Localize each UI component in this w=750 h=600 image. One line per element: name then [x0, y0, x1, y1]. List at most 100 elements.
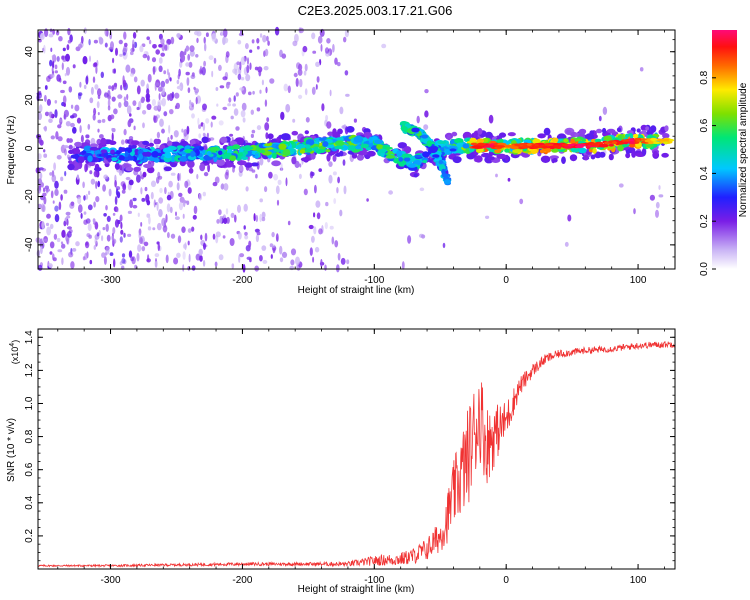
noise-speck	[336, 187, 339, 194]
ridge-mark	[179, 155, 188, 162]
noise-speck	[157, 242, 160, 252]
ridge-mark	[504, 148, 510, 153]
noise-speck	[62, 47, 66, 52]
noise-speck	[146, 199, 151, 206]
noise-speck	[311, 32, 316, 40]
x-tick-label: 0	[503, 275, 509, 286]
noise-speck	[193, 86, 196, 90]
ridge-mark	[624, 133, 630, 138]
noise-speck	[147, 73, 152, 83]
ridge-mark	[379, 148, 387, 154]
noise-speck	[123, 100, 129, 108]
noise-speck	[102, 184, 106, 192]
noise-speck	[564, 241, 569, 247]
ridge-halo	[179, 160, 186, 167]
noise-speck	[218, 209, 222, 216]
noise-speck	[97, 180, 101, 188]
noise-speck	[170, 233, 176, 239]
noise-speck	[107, 105, 111, 111]
noise-speck	[303, 70, 307, 76]
noise-speck	[229, 133, 234, 137]
noise-speck	[46, 226, 51, 236]
noise-speck	[62, 95, 67, 104]
ridge-mark	[371, 136, 378, 141]
noise-speck	[315, 61, 320, 67]
noise-speck	[103, 92, 109, 98]
noise-speck	[181, 128, 184, 133]
ridge-core	[567, 143, 575, 147]
noise-speck	[92, 113, 96, 121]
ridge-mark	[385, 155, 396, 159]
noise-speck	[242, 117, 246, 123]
noise-speck	[262, 259, 268, 264]
ridge-halo	[451, 131, 458, 137]
ridge-halo	[327, 131, 334, 137]
noise-speck	[254, 228, 260, 233]
ridge-halo	[583, 154, 589, 161]
noise-speck	[45, 222, 50, 227]
noise-speck	[152, 227, 156, 231]
ridge-halo	[625, 152, 631, 159]
ridge-core	[553, 142, 560, 146]
noise-speck	[89, 55, 91, 62]
noise-speck	[150, 191, 154, 200]
noise-speck	[344, 70, 349, 76]
noise-speck	[242, 263, 246, 273]
noise-speck	[127, 119, 132, 128]
noise-speck	[54, 205, 59, 212]
ridge-mark	[282, 148, 291, 156]
noise-speck	[319, 28, 325, 37]
ridge-halo	[125, 166, 134, 172]
noise-speck	[182, 264, 185, 272]
noise-speck	[147, 55, 150, 61]
x-tick-label: 100	[630, 575, 647, 586]
noise-speck	[326, 121, 332, 129]
noise-speck	[38, 104, 43, 113]
noise-speck	[158, 197, 164, 204]
noise-speck	[229, 238, 235, 246]
ridge-halo	[237, 160, 247, 166]
ridge-halo	[366, 150, 376, 157]
noise-speck	[164, 187, 167, 195]
noise-speck	[224, 171, 229, 180]
noise-speck	[54, 180, 59, 189]
ridge-mark	[318, 137, 328, 141]
noise-speck	[248, 240, 252, 248]
noise-speck	[84, 241, 90, 249]
noise-speck	[334, 57, 338, 65]
ridge-halo	[356, 154, 364, 161]
noise-speck	[188, 61, 193, 68]
noise-speck	[87, 204, 93, 211]
noise-speck	[187, 187, 192, 194]
noise-speck	[37, 178, 43, 186]
ridge-mark	[244, 146, 254, 150]
noise-speck	[55, 30, 60, 36]
noise-speck	[43, 126, 47, 130]
noise-speck	[98, 37, 104, 45]
ridge-mark	[110, 149, 115, 154]
noise-speck	[113, 258, 116, 268]
noise-speck	[118, 170, 123, 176]
noise-speck	[189, 104, 192, 108]
noise-speck	[273, 173, 279, 181]
noise-speck	[41, 221, 45, 230]
noise-speck	[290, 259, 295, 266]
noise-speck	[83, 211, 87, 215]
noise-speck	[248, 167, 253, 172]
noise-speck	[42, 192, 47, 197]
ridge-halo	[291, 156, 297, 165]
ridge-mark	[327, 143, 335, 149]
noise-speck	[136, 174, 141, 183]
ridge-halo	[310, 152, 316, 160]
ridge-halo	[346, 125, 355, 133]
noise-speck	[122, 183, 127, 191]
noise-speck	[187, 240, 190, 246]
noise-speck	[202, 132, 206, 137]
noise-speck	[179, 61, 183, 68]
noise-speck	[243, 203, 248, 212]
noise-speck	[148, 39, 152, 45]
noise-speck	[325, 201, 329, 207]
noise-speck	[185, 45, 190, 52]
y-tick-label: 0.2	[24, 529, 35, 543]
noise-speck	[207, 163, 211, 173]
